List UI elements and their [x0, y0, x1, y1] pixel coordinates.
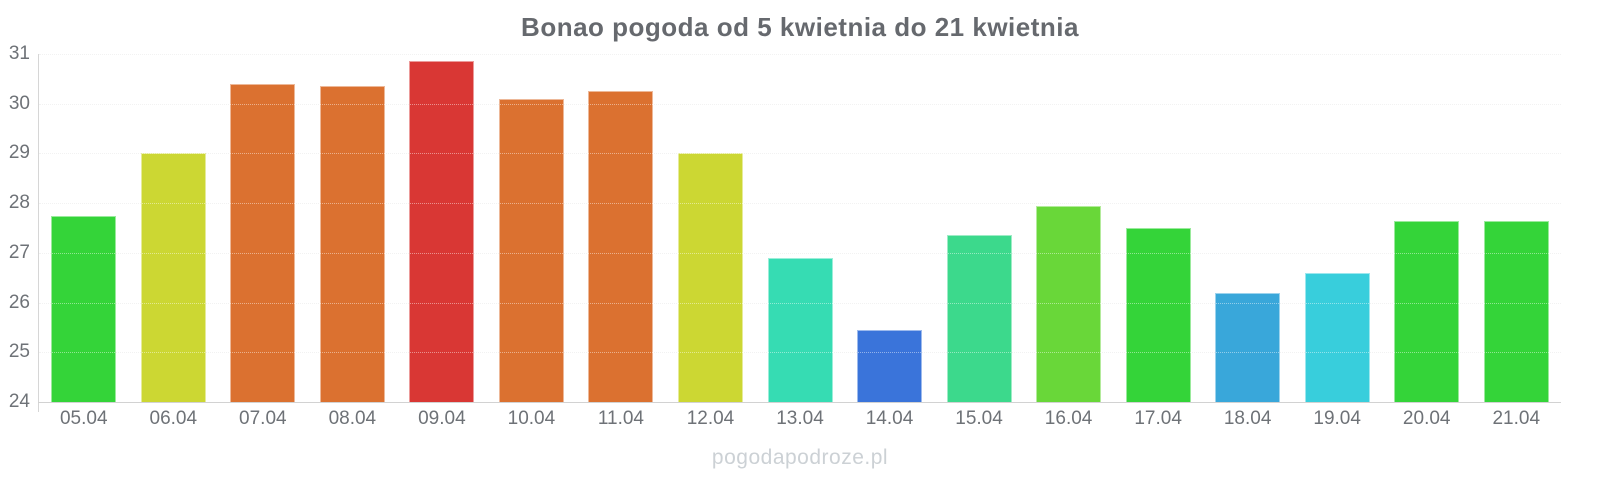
- bar-21.04: [1483, 220, 1549, 402]
- bar-14.04: [857, 329, 923, 402]
- x-tick-label: 10.04: [507, 408, 556, 429]
- x-tick-label: 06.04: [149, 408, 198, 429]
- chart-title: Bonao pogoda od 5 kwietnia do 21 kwietni…: [521, 12, 1079, 42]
- plot-area: [39, 54, 1561, 402]
- bar-16.04: [1036, 205, 1102, 402]
- x-tick-label: 17.04: [1134, 408, 1182, 429]
- gridline: [39, 252, 1561, 254]
- bar-13.04: [767, 257, 833, 402]
- x-tick-label: 14.04: [865, 408, 914, 429]
- bar-15.04: [946, 235, 1012, 402]
- bar-06.04: [140, 153, 206, 402]
- x-tick-label: 21.04: [1492, 408, 1541, 429]
- bar-08.04: [319, 86, 385, 402]
- x-tick-label: 11.04: [597, 408, 645, 429]
- x-tick-label: 13.04: [776, 408, 824, 429]
- bar-20.04: [1394, 220, 1460, 402]
- gridline: [39, 153, 1561, 155]
- y-tick-label: 24: [8, 391, 30, 412]
- gridline: [39, 352, 1561, 354]
- gridline: [39, 54, 1561, 55]
- x-axis-line: [38, 402, 1561, 403]
- gridline: [39, 103, 1561, 105]
- gridline: [39, 302, 1561, 304]
- x-tick-label: 07.04: [239, 408, 287, 429]
- bar-07.04: [230, 83, 296, 402]
- y-axis-line: [38, 54, 39, 412]
- x-tick-label: 15.04: [955, 408, 1003, 429]
- x-tick-label: 18.04: [1223, 408, 1272, 429]
- y-tick-label: 27: [8, 241, 30, 263]
- y-tick-label: 31: [8, 43, 30, 64]
- bar-18.04: [1215, 292, 1281, 402]
- y-tick-label: 28: [8, 192, 30, 214]
- y-tick-label: 26: [8, 291, 30, 313]
- x-tick-label: 09.04: [418, 408, 466, 429]
- bar-05.04: [51, 215, 117, 402]
- gridline: [39, 203, 1561, 205]
- watermark: pogodapodroze.pl: [711, 446, 889, 469]
- gridline: [39, 252, 1561, 254]
- x-tick-label: 20.04: [1402, 408, 1451, 429]
- bar-11.04: [588, 91, 654, 402]
- bar-09.04: [409, 61, 475, 402]
- x-tick-label: 08.04: [328, 408, 377, 429]
- x-tick-label: 05.04: [59, 408, 108, 429]
- gridline: [39, 54, 1561, 55]
- x-tick-label: 12.04: [686, 408, 735, 429]
- bar-19.04: [1304, 272, 1370, 402]
- bar-10.04: [498, 98, 564, 402]
- bar-12.04: [677, 153, 743, 402]
- y-tick-label: 25: [8, 341, 30, 363]
- gridline: [39, 203, 1561, 205]
- bar-17.04: [1125, 228, 1191, 402]
- x-tick-label: 19.04: [1313, 408, 1361, 429]
- y-tick-label: 29: [8, 142, 30, 164]
- gridline: [39, 153, 1561, 155]
- y-tick-label: 30: [8, 92, 30, 114]
- gridline: [39, 103, 1561, 105]
- x-tick-label: 16.04: [1044, 408, 1093, 429]
